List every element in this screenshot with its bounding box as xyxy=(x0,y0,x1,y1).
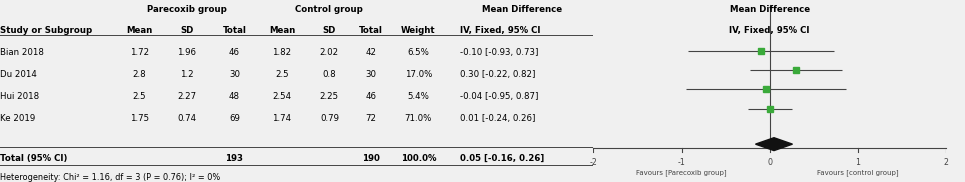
Text: 1.82: 1.82 xyxy=(272,48,291,57)
Text: -2: -2 xyxy=(590,158,597,167)
Text: 0.74: 0.74 xyxy=(178,114,197,123)
Text: 0.05 [-0.16, 0.26]: 0.05 [-0.16, 0.26] xyxy=(460,154,544,163)
Text: 17.0%: 17.0% xyxy=(404,70,432,79)
Text: 0: 0 xyxy=(767,158,772,167)
Text: 5.4%: 5.4% xyxy=(407,92,429,101)
Text: 2.02: 2.02 xyxy=(319,48,339,57)
Text: Hui 2018: Hui 2018 xyxy=(0,92,40,101)
Text: 69: 69 xyxy=(229,114,240,123)
Text: 2.27: 2.27 xyxy=(178,92,197,101)
Text: Total: Total xyxy=(223,26,246,35)
Text: 46: 46 xyxy=(229,48,240,57)
Text: 2.5: 2.5 xyxy=(275,70,289,79)
Text: 46: 46 xyxy=(366,92,376,101)
Text: -1: -1 xyxy=(677,158,685,167)
Text: Bian 2018: Bian 2018 xyxy=(0,48,43,57)
Text: 0.01 [-0.24, 0.26]: 0.01 [-0.24, 0.26] xyxy=(460,114,536,123)
Text: Favours [Parecoxib group]: Favours [Parecoxib group] xyxy=(636,169,727,176)
Text: 1.96: 1.96 xyxy=(178,48,197,57)
Text: Total (95% CI): Total (95% CI) xyxy=(0,154,68,163)
Text: 72: 72 xyxy=(366,114,376,123)
Text: 0.79: 0.79 xyxy=(319,114,339,123)
Text: SD: SD xyxy=(322,26,336,35)
Text: 0.8: 0.8 xyxy=(322,70,336,79)
Text: Heterogeneity: Chi² = 1.16, df = 3 (P = 0.76); I² = 0%: Heterogeneity: Chi² = 1.16, df = 3 (P = … xyxy=(0,173,220,182)
Text: Favours [control group]: Favours [control group] xyxy=(816,169,898,176)
Text: -0.04 [-0.95, 0.87]: -0.04 [-0.95, 0.87] xyxy=(460,92,538,101)
Text: -0.10 [-0.93, 0.73]: -0.10 [-0.93, 0.73] xyxy=(460,48,538,57)
Text: Mean: Mean xyxy=(269,26,295,35)
Text: 1.75: 1.75 xyxy=(130,114,149,123)
Text: 6.5%: 6.5% xyxy=(407,48,429,57)
Text: 1.72: 1.72 xyxy=(130,48,149,57)
Text: Mean: Mean xyxy=(126,26,152,35)
Text: SD: SD xyxy=(180,26,194,35)
Text: 2.54: 2.54 xyxy=(272,92,291,101)
Text: 2: 2 xyxy=(943,158,949,167)
Text: Mean Difference: Mean Difference xyxy=(730,5,810,14)
Text: Parecoxib group: Parecoxib group xyxy=(147,5,227,14)
Text: 0.30 [-0.22, 0.82]: 0.30 [-0.22, 0.82] xyxy=(460,70,536,79)
Text: Ke 2019: Ke 2019 xyxy=(0,114,36,123)
Polygon shape xyxy=(756,138,792,151)
Text: Mean Difference: Mean Difference xyxy=(482,5,563,14)
Text: 2.8: 2.8 xyxy=(132,70,147,79)
Text: IV, Fixed, 95% CI: IV, Fixed, 95% CI xyxy=(460,26,540,35)
Text: 193: 193 xyxy=(226,154,243,163)
Text: 1.2: 1.2 xyxy=(180,70,194,79)
Text: Total: Total xyxy=(359,26,383,35)
Text: 71.0%: 71.0% xyxy=(404,114,432,123)
Text: 30: 30 xyxy=(229,70,240,79)
Text: Weight: Weight xyxy=(401,26,436,35)
Text: Study or Subgroup: Study or Subgroup xyxy=(0,26,93,35)
Text: IV, Fixed, 95% CI: IV, Fixed, 95% CI xyxy=(730,26,810,35)
Text: Control group: Control group xyxy=(295,5,363,14)
Text: 1.74: 1.74 xyxy=(272,114,291,123)
Text: 190: 190 xyxy=(362,154,380,163)
Text: 2.5: 2.5 xyxy=(132,92,147,101)
Text: 1: 1 xyxy=(855,158,860,167)
Text: 42: 42 xyxy=(366,48,376,57)
Text: 30: 30 xyxy=(366,70,376,79)
Text: Du 2014: Du 2014 xyxy=(0,70,37,79)
Text: 100.0%: 100.0% xyxy=(400,154,436,163)
Text: 48: 48 xyxy=(229,92,240,101)
Text: 2.25: 2.25 xyxy=(319,92,339,101)
